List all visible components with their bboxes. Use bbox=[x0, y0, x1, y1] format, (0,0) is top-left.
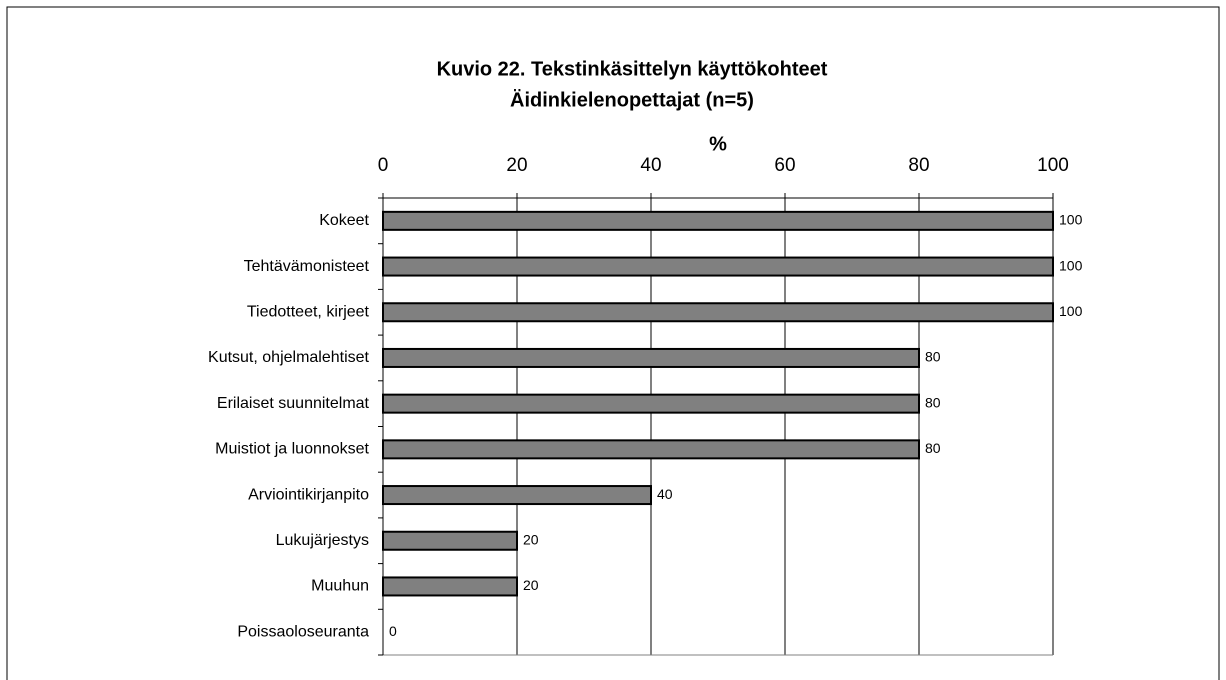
bar bbox=[382, 210, 1054, 231]
bar bbox=[382, 347, 920, 368]
bar bbox=[382, 576, 518, 597]
y-tick-label: Arviointikirjanpito bbox=[248, 486, 369, 503]
x-tick-label: 60 bbox=[774, 155, 795, 176]
y-tick-label: Lukujärjestys bbox=[276, 532, 369, 549]
value-label: 100 bbox=[1059, 257, 1083, 273]
y-tick-label: Tiedotteet, kirjeet bbox=[247, 303, 370, 320]
axis-label: % bbox=[709, 133, 727, 155]
y-tick-label: Tehtävämonisteet bbox=[244, 258, 370, 275]
bar bbox=[382, 485, 652, 506]
bar bbox=[382, 439, 920, 460]
chart-subtitle: Äidinkielenopettajat (n=5) bbox=[510, 88, 754, 111]
y-tick-label: Muistiot ja luonnokset bbox=[215, 441, 369, 458]
y-tick-label: Poissaoloseuranta bbox=[237, 623, 369, 640]
value-label: 100 bbox=[1059, 303, 1083, 319]
y-tick-label: Erilaiset suunnitelmat bbox=[217, 395, 370, 412]
frame bbox=[6, 6, 1220, 680]
bar bbox=[382, 530, 518, 551]
y-tick-label: Muuhun bbox=[311, 578, 369, 595]
x-tick-label: 40 bbox=[640, 155, 661, 176]
chart-title: Kuvio 22. Tekstinkäsittelyn käyttökohtee… bbox=[437, 58, 828, 80]
bar bbox=[382, 393, 920, 414]
value-label: 0 bbox=[389, 623, 397, 639]
value-label: 80 bbox=[925, 394, 941, 410]
value-label: 80 bbox=[925, 440, 941, 456]
y-tick-label: Kokeet bbox=[319, 212, 369, 229]
x-tick-label: 80 bbox=[908, 155, 929, 176]
y-tick-label: Kutsut, ohjelmalehtiset bbox=[208, 349, 370, 366]
value-label: 40 bbox=[657, 486, 673, 502]
value-label: 20 bbox=[523, 531, 539, 547]
value-label: 80 bbox=[925, 349, 941, 365]
x-tick-label: 0 bbox=[378, 155, 389, 176]
value-label: 100 bbox=[1059, 212, 1083, 228]
x-tick-label: 100 bbox=[1037, 155, 1069, 176]
x-tick-label: 20 bbox=[506, 155, 527, 176]
bar bbox=[382, 302, 1054, 323]
bar bbox=[382, 256, 1054, 277]
value-label: 20 bbox=[523, 577, 539, 593]
